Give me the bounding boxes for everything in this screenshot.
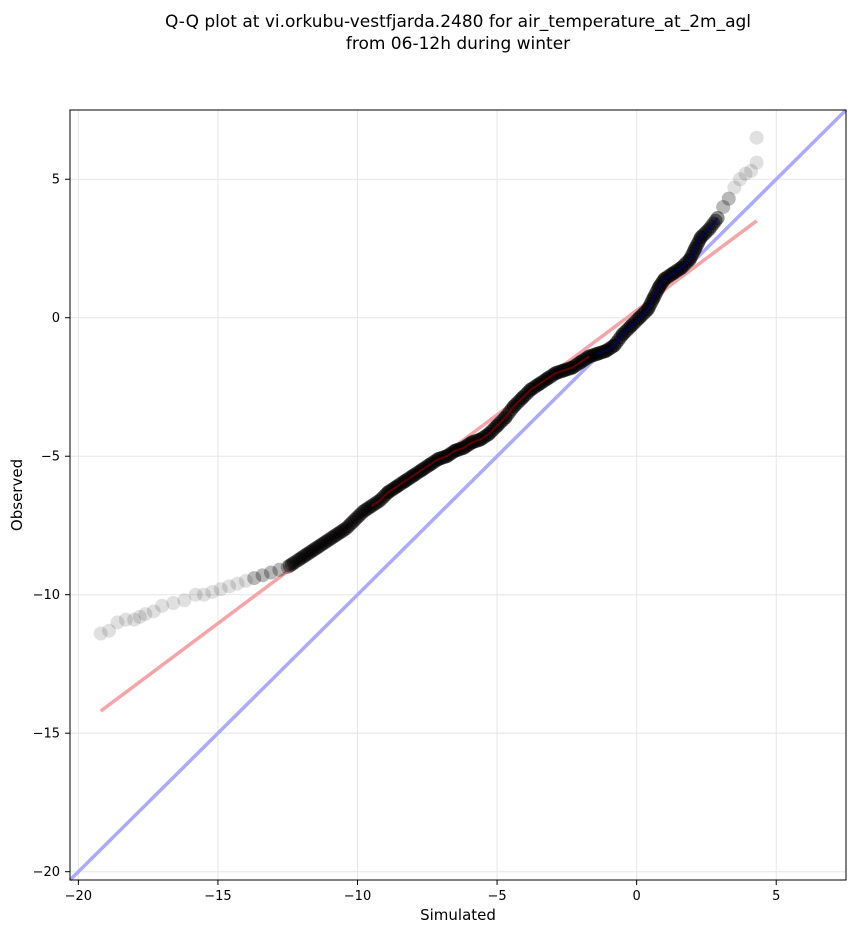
quantile-point [305,543,320,558]
y-tick-label: −10 [33,588,60,603]
x-tick-label: −10 [344,889,371,904]
quantile-point [749,130,764,145]
gridlines [70,110,846,880]
quantile-point [310,540,325,555]
plot-area-frame [69,109,847,881]
quantile-point [358,503,373,518]
y-tick-label: −15 [33,727,60,742]
identity-line-group [68,108,848,882]
quantile-point [324,530,339,545]
quantile-point [584,348,599,363]
quantile-point [127,612,142,627]
quantile-point [314,537,329,552]
quantile-point [316,536,331,551]
quantile-point [721,191,736,206]
x-tick-label: −15 [204,889,231,904]
quantile-point [330,526,345,541]
quantile-point [247,571,262,586]
quantile-point [307,542,322,557]
chart-title-line-2: from 06-12h during winter [346,34,570,54]
quantile-point [333,525,348,540]
quantile-point [588,347,603,362]
quantile-point [293,551,308,566]
quantile-point [738,166,753,181]
quantile-point [155,598,170,613]
quantile-point [727,180,742,195]
x-tick-label: −5 [487,889,506,904]
quantile-point [255,568,270,583]
quantile-point [291,553,306,568]
quantile-point [339,521,354,536]
quantile-point [586,348,601,363]
x-tick-label: 5 [772,889,780,904]
quantile-point [213,582,228,597]
x-axis: −20 −15 −10 −5 0 5 [65,880,780,904]
quantile-point [326,529,341,544]
quantile-point [205,584,220,599]
quantile-point [335,524,350,539]
quantile-point [146,604,161,619]
quantile-points-group [93,130,764,641]
quantile-point [196,587,211,602]
fit-line-overlap-segment [370,355,590,507]
quantile-point [110,615,125,630]
quantile-point [341,519,356,534]
quantile-point [299,547,314,562]
quantile-point [280,560,295,575]
quantile-point [222,579,237,594]
x-tick-label: −20 [65,889,92,904]
quantile-point [118,612,133,627]
quantile-point [354,506,368,521]
x-axis-label: Simulated [420,906,496,924]
x-tick-label: 0 [633,889,641,904]
quantile-point [272,562,287,577]
quantile-point [263,565,278,580]
y-tick-label: −5 [41,450,60,465]
quantile-point [328,528,343,543]
quantile-point [749,155,764,170]
y-axis: −20 −15 −10 −5 0 5 [33,173,70,880]
quantile-point [287,555,302,570]
quantile-point [297,548,312,563]
quantile-point [301,546,316,561]
y-tick-label: 5 [52,173,60,188]
quantile-point [93,626,108,641]
quantile-point [282,558,297,573]
quantile-point [289,554,304,569]
y-tick-label: −20 [33,865,60,880]
quantile-point [295,550,310,565]
chart-title-line-1: Q-Q plot at vi.orkubu-vestfjarda.2480 fo… [165,12,751,32]
identity-line-overlap-segment [597,217,719,355]
quantile-point [351,508,366,523]
dense-overlay-group [370,217,719,507]
identity-line [68,108,848,882]
quantile-point [230,576,245,591]
quantile-point [102,623,117,638]
quantile-point [360,501,375,516]
quantile-point [132,609,147,624]
quantile-point [716,199,731,214]
quantile-point [303,544,318,559]
quantile-point [318,535,333,550]
quantile-point [284,557,299,572]
quantile-point [337,522,352,537]
y-axis-label: Observed [8,459,26,531]
quantile-point [349,510,364,525]
quantile-point [322,532,337,547]
quantile-point [312,539,327,554]
quantile-point [345,515,360,530]
quantile-point [138,607,153,622]
quantile-point [188,587,203,602]
quantile-point [744,163,759,178]
quantile-point [343,517,358,532]
quantile-point [177,593,192,608]
quantile-point [732,172,747,187]
quantile-point [320,533,335,548]
quantile-point [356,504,371,519]
quantile-point [238,573,253,588]
quantile-point [166,596,181,611]
quantile-point [347,512,362,527]
y-tick-label: 0 [52,311,60,326]
